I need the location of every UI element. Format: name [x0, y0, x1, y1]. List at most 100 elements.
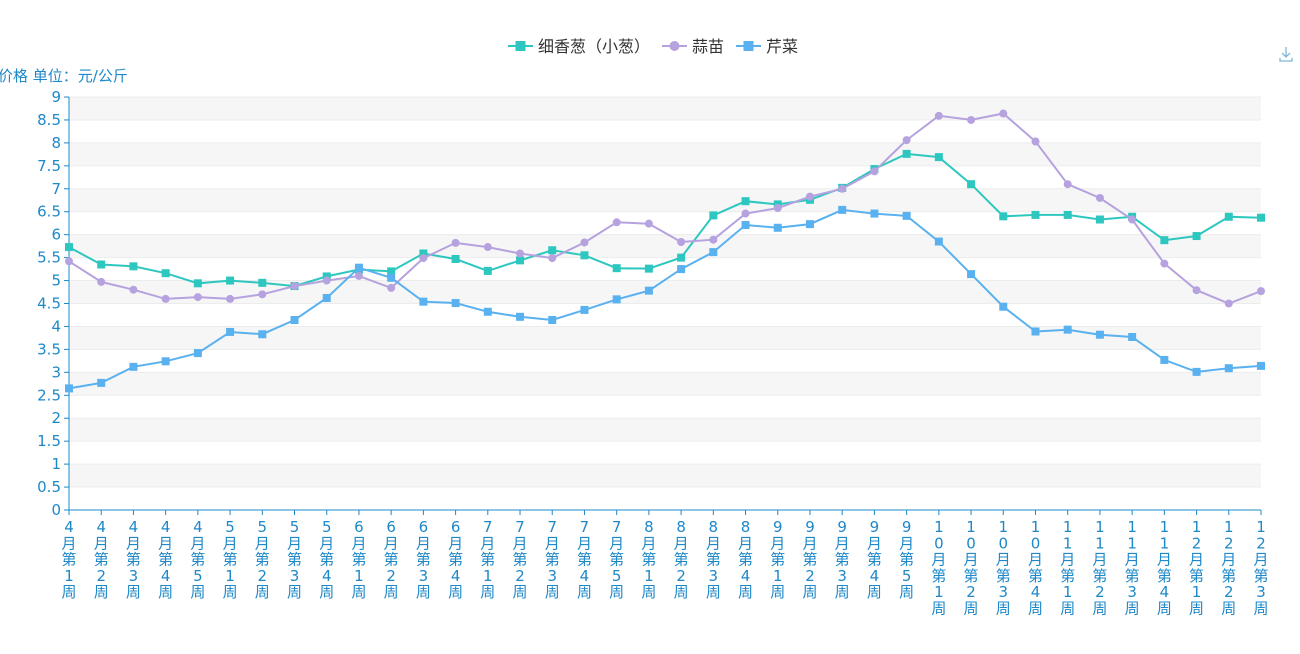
- data-point[interactable]: [741, 221, 750, 230]
- data-point[interactable]: [354, 263, 363, 272]
- data-point[interactable]: [612, 264, 621, 273]
- data-point[interactable]: [451, 238, 460, 247]
- data-point[interactable]: [258, 330, 267, 339]
- data-point[interactable]: [934, 237, 943, 246]
- data-point[interactable]: [644, 286, 653, 295]
- data-point[interactable]: [161, 357, 170, 366]
- data-point[interactable]: [1160, 259, 1169, 268]
- data-point[interactable]: [773, 223, 782, 232]
- data-point[interactable]: [193, 293, 202, 302]
- data-point[interactable]: [387, 267, 396, 276]
- data-point[interactable]: [226, 294, 235, 303]
- data-point[interactable]: [258, 278, 267, 287]
- data-point[interactable]: [516, 312, 525, 321]
- data-point[interactable]: [290, 282, 299, 291]
- data-point[interactable]: [1095, 193, 1104, 202]
- data-point[interactable]: [1257, 287, 1265, 296]
- data-point[interactable]: [838, 184, 847, 193]
- data-point[interactable]: [483, 243, 492, 252]
- data-point[interactable]: [580, 305, 589, 314]
- legend-item[interactable]: 细香葱（小葱）: [508, 37, 650, 56]
- data-point[interactable]: [870, 167, 879, 176]
- data-point[interactable]: [1063, 180, 1072, 189]
- data-point[interactable]: [387, 273, 396, 282]
- data-point[interactable]: [97, 277, 106, 286]
- data-point[interactable]: [612, 295, 621, 304]
- data-point[interactable]: [226, 327, 235, 336]
- data-point[interactable]: [1063, 325, 1072, 334]
- data-point[interactable]: [1192, 232, 1201, 241]
- data-point[interactable]: [419, 254, 428, 263]
- data-point[interactable]: [387, 283, 396, 292]
- data-point[interactable]: [1095, 215, 1104, 224]
- legend[interactable]: 细香葱（小葱） 蒜苗 芹菜: [508, 37, 798, 56]
- data-point[interactable]: [548, 254, 557, 263]
- data-point[interactable]: [65, 257, 73, 266]
- data-point[interactable]: [1031, 327, 1040, 336]
- data-point[interactable]: [1160, 355, 1169, 364]
- data-point[interactable]: [161, 294, 170, 303]
- data-point[interactable]: [1063, 210, 1072, 219]
- data-point[interactable]: [677, 238, 686, 247]
- data-point[interactable]: [838, 205, 847, 214]
- data-point[interactable]: [999, 109, 1008, 118]
- legend-item[interactable]: 芹菜: [736, 37, 798, 56]
- data-point[interactable]: [451, 299, 460, 308]
- data-point[interactable]: [65, 243, 73, 252]
- data-point[interactable]: [1192, 286, 1201, 295]
- data-point[interactable]: [419, 249, 428, 258]
- data-point[interactable]: [967, 270, 976, 279]
- data-point[interactable]: [419, 297, 428, 306]
- download-icon[interactable]: [1279, 47, 1293, 62]
- data-point[interactable]: [902, 211, 911, 220]
- data-point[interactable]: [516, 249, 525, 258]
- data-point[interactable]: [1031, 210, 1040, 219]
- data-point[interactable]: [1095, 330, 1104, 339]
- data-point[interactable]: [709, 211, 718, 220]
- data-point[interactable]: [322, 293, 331, 302]
- data-point[interactable]: [129, 285, 138, 294]
- data-point[interactable]: [258, 290, 267, 299]
- data-point[interactable]: [805, 220, 814, 229]
- data-point[interactable]: [1224, 299, 1233, 308]
- data-point[interactable]: [1128, 332, 1137, 341]
- data-point[interactable]: [129, 362, 138, 371]
- data-point[interactable]: [934, 153, 943, 162]
- data-point[interactable]: [1031, 137, 1040, 146]
- data-point[interactable]: [1128, 215, 1137, 224]
- data-point[interactable]: [290, 316, 299, 325]
- data-point[interactable]: [677, 253, 686, 262]
- data-point[interactable]: [1192, 367, 1201, 376]
- data-point[interactable]: [1224, 364, 1233, 373]
- data-point[interactable]: [322, 272, 331, 281]
- data-point[interactable]: [999, 302, 1008, 311]
- data-point[interactable]: [129, 262, 138, 271]
- data-point[interactable]: [644, 264, 653, 273]
- data-point[interactable]: [516, 256, 525, 265]
- data-point[interactable]: [741, 197, 750, 206]
- data-point[interactable]: [226, 276, 235, 285]
- data-point[interactable]: [322, 276, 331, 285]
- data-point[interactable]: [1224, 212, 1233, 221]
- data-point[interactable]: [483, 307, 492, 316]
- data-point[interactable]: [580, 238, 589, 247]
- data-point[interactable]: [967, 180, 976, 189]
- data-point[interactable]: [644, 219, 653, 228]
- data-point[interactable]: [354, 271, 363, 280]
- data-point[interactable]: [870, 209, 879, 218]
- data-point[interactable]: [805, 192, 814, 201]
- data-point[interactable]: [1257, 213, 1265, 222]
- data-point[interactable]: [451, 254, 460, 263]
- data-point[interactable]: [580, 251, 589, 260]
- data-point[interactable]: [97, 260, 106, 269]
- data-point[interactable]: [902, 136, 911, 145]
- data-point[interactable]: [65, 384, 73, 393]
- data-point[interactable]: [1257, 361, 1265, 370]
- data-point[interactable]: [773, 204, 782, 213]
- data-point[interactable]: [934, 111, 943, 120]
- data-point[interactable]: [1160, 236, 1169, 245]
- data-point[interactable]: [967, 115, 976, 124]
- data-point[interactable]: [709, 235, 718, 244]
- data-point[interactable]: [709, 248, 718, 257]
- data-point[interactable]: [483, 266, 492, 275]
